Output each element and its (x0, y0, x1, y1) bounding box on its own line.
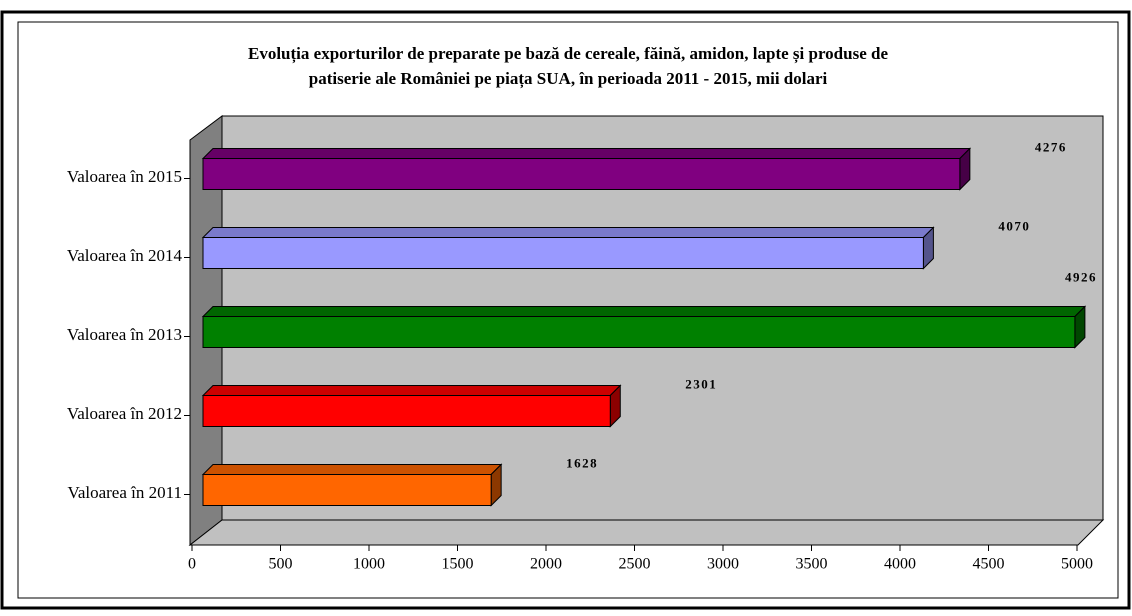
value-label: 2301 (685, 376, 717, 391)
x-tick-label: 4000 (884, 556, 916, 573)
floor (188, 519, 1105, 546)
bar (201, 226, 935, 270)
chart-title: Evoluția exporturilor de preparate pe ba… (248, 44, 888, 64)
bar (201, 305, 1087, 349)
x-tick-label: 4500 (973, 556, 1005, 573)
x-tick-label: 3500 (796, 556, 828, 573)
x-tick-label: 5000 (1061, 556, 1093, 573)
bar-face (202, 237, 924, 269)
x-tick-label: 3000 (707, 556, 739, 573)
y-tick-label: Valoarea în 2015 (67, 167, 182, 186)
bar-face (202, 474, 492, 506)
bar (201, 463, 503, 507)
y-tick-label: Valoarea în 2013 (67, 325, 182, 344)
x-tick-label: 2000 (530, 556, 562, 573)
x-tick-label: 1500 (442, 556, 474, 573)
value-label: 4926 (1065, 269, 1097, 284)
x-tick-label: 0 (188, 556, 196, 573)
bar-face (201, 385, 622, 396)
bar-face (201, 464, 503, 475)
value-label: 4070 (998, 218, 1030, 233)
bar-face (202, 158, 961, 190)
bar-face (202, 395, 611, 427)
x-tick-label: 500 (269, 556, 293, 573)
bar-face (201, 227, 935, 238)
bar-face (201, 148, 972, 159)
value-label: 1628 (566, 455, 598, 470)
bar-face (201, 306, 1087, 317)
x-tick-label: 2500 (619, 556, 651, 573)
y-tick-label: Valoarea în 2012 (67, 404, 182, 423)
value-label: 4276 (1035, 139, 1067, 154)
bar-face (202, 316, 1076, 348)
y-tick-label: Valoarea în 2014 (67, 246, 183, 265)
chart-title: patiserie ale României pe piața SUA, în … (309, 69, 828, 89)
bar (201, 147, 972, 191)
y-tick-label: Valoarea în 2011 (67, 483, 182, 502)
bar (201, 384, 622, 428)
x-tick-label: 1000 (353, 556, 385, 573)
